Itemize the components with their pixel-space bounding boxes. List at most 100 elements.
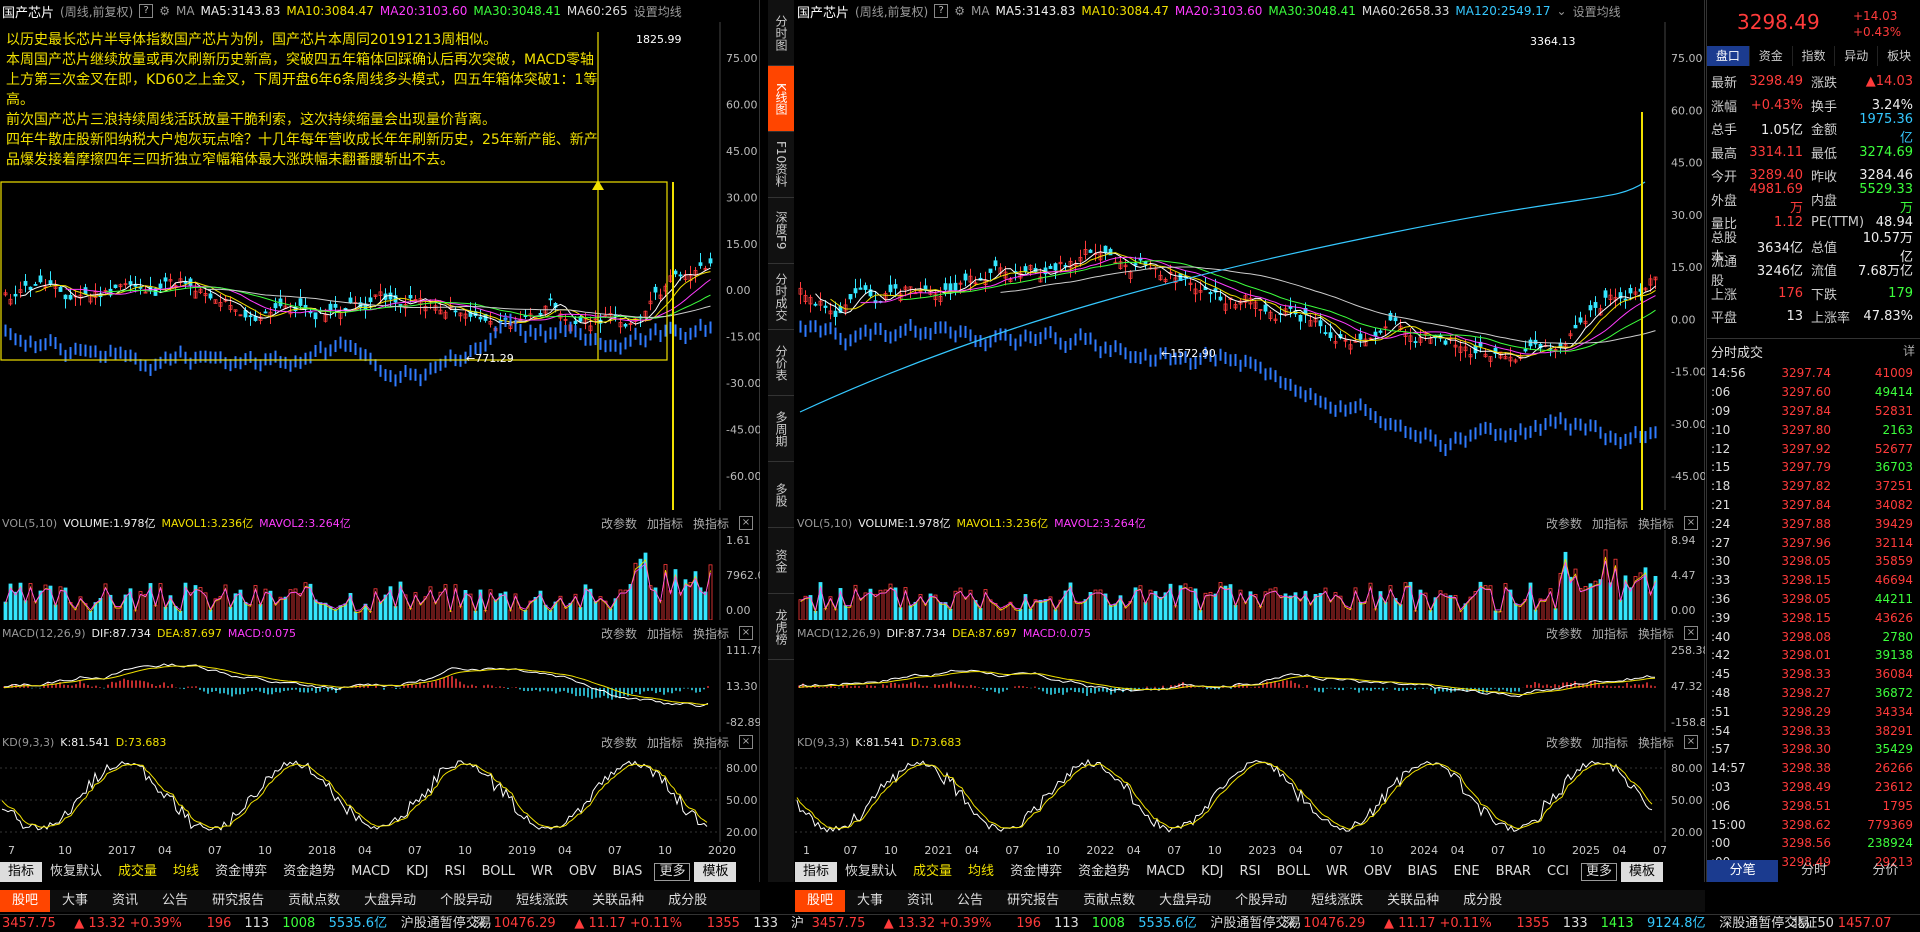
info-tab[interactable]: 大盘异动 [364, 893, 417, 908]
add-indicator-button[interactable]: 加指标 [646, 735, 683, 750]
info-tab[interactable]: 大盘异动 [1159, 893, 1212, 908]
edit-params-button[interactable]: 改参数 [1545, 735, 1582, 750]
detail-button[interactable]: 详 [1902, 344, 1915, 358]
indicator-button[interactable]: 成交量 [913, 864, 953, 879]
indicator-button[interactable]: KDJ [1201, 864, 1224, 879]
info-tab[interactable]: 成分股 [668, 893, 708, 908]
quote-tab[interactable]: 资金 [1750, 46, 1793, 66]
indicator-button[interactable]: 资金博弈 [215, 864, 268, 879]
trade-list[interactable]: 14:56 3297.74 41009:06 3297.60 49414:09 3297.… [1707, 364, 1920, 872]
info-tab[interactable]: 关联品种 [592, 893, 645, 908]
sidebar-item[interactable]: K线图 [768, 66, 794, 132]
swap-indicator-button[interactable]: 换指标 [1637, 735, 1674, 750]
indicator-button[interactable]: 成交量 [118, 864, 158, 879]
info-tab[interactable]: 短线涨跌 [1311, 893, 1364, 908]
indicator-button[interactable]: 模板 [694, 862, 737, 882]
info-tab[interactable]: 成分股 [1463, 893, 1503, 908]
sidebar-item[interactable]: 深度F9 [768, 198, 794, 264]
info-tab[interactable]: 大事 [62, 893, 89, 908]
info-tab[interactable]: 贡献点数 [1083, 893, 1136, 908]
info-tab[interactable]: 关联品种 [1387, 893, 1440, 908]
right-price-chart[interactable]: 75.00 60.00 45.00 30.00 15.00 0.00 -15.00 -30.0… [795, 22, 1705, 510]
indicator-button[interactable]: 资金趋势 [1078, 864, 1131, 879]
quote-bottom-tab[interactable]: 分笔 [1707, 860, 1779, 882]
info-tab[interactable]: 公告 [957, 893, 984, 908]
swap-indicator-button[interactable]: 换指标 [692, 516, 729, 531]
help-icon[interactable]: ? [139, 4, 154, 18]
indicator-button[interactable]: WR [530, 864, 553, 879]
indicator-button[interactable]: 指标 [0, 862, 43, 882]
edit-params-button[interactable]: 改参数 [1545, 626, 1582, 641]
left-kd-chart[interactable]: 80.00 50.00 20.00 [0, 750, 760, 842]
swap-indicator-button[interactable]: 换指标 [1637, 516, 1674, 531]
edit-params-button[interactable]: 改参数 [600, 735, 637, 750]
indicator-button[interactable]: KDJ [406, 864, 429, 879]
edit-params-button[interactable]: 改参数 [1545, 516, 1582, 531]
add-indicator-button[interactable]: 加指标 [1591, 626, 1628, 641]
info-tab[interactable]: 研究报告 [1007, 893, 1060, 908]
quote-tab[interactable]: 盘口 [1707, 46, 1750, 66]
indicator-button[interactable]: 均线 [968, 864, 995, 879]
info-tab[interactable]: 个股异动 [440, 893, 493, 908]
sidebar-item[interactable]: 多股 [768, 462, 794, 528]
indicator-button[interactable]: WR [1325, 864, 1348, 879]
indicator-button[interactable]: 更多 [654, 863, 691, 881]
swap-indicator-button[interactable]: 换指标 [692, 626, 729, 641]
indicator-button[interactable]: BOLL [1276, 864, 1310, 879]
indicator-button[interactable]: 资金博弈 [1010, 864, 1063, 879]
info-tab[interactable]: 研究报告 [212, 893, 265, 908]
chevron-down-icon[interactable]: ⌄ [1556, 4, 1567, 18]
left-price-chart[interactable]: 75.00 60.00 45.00 30.00 15.00 0.00 -15.00 -30.0… [0, 22, 760, 510]
indicator-button[interactable]: ENE [1453, 864, 1480, 879]
indicator-button[interactable]: OBV [568, 864, 597, 879]
add-indicator-button[interactable]: 加指标 [646, 626, 683, 641]
right-kd-chart[interactable]: 80.00 50.00 20.00 [795, 750, 1705, 842]
swap-indicator-button[interactable]: 换指标 [1637, 626, 1674, 641]
sidebar-item[interactable]: 分价表 [768, 330, 794, 396]
edit-params-button[interactable]: 改参数 [600, 626, 637, 641]
quote-bottom-tab[interactable]: 分价 [1872, 863, 1899, 878]
quote-tab[interactable]: 指数 [1793, 46, 1836, 66]
indicator-button[interactable]: 恢复默认 [50, 864, 103, 879]
indicator-button[interactable]: MACD [351, 864, 391, 879]
right-volume-chart[interactable]: 8.94 4.47 0.00 [795, 530, 1705, 620]
add-indicator-button[interactable]: 加指标 [1591, 735, 1628, 750]
sidebar-item[interactable]: 分时成交 [768, 264, 794, 330]
ma-settings-button[interactable]: 设置均线 [633, 4, 682, 19]
left-macd-chart[interactable]: 111.78 13.30 -82.89 [0, 640, 760, 732]
quote-tab[interactable]: 板块 [1878, 46, 1920, 66]
indicator-button[interactable]: 模板 [1620, 862, 1663, 882]
info-tab[interactable]: 股吧 [795, 890, 846, 912]
info-tab[interactable]: 贡献点数 [288, 893, 341, 908]
indicator-button[interactable]: 指标 [795, 862, 838, 882]
sidebar-item[interactable]: 资金 [768, 528, 794, 594]
close-icon[interactable]: × [1684, 626, 1698, 640]
close-icon[interactable]: × [1684, 735, 1698, 749]
sidebar-item[interactable]: 龙虎榜 [768, 594, 794, 660]
indicator-button[interactable]: RSI [1239, 864, 1261, 879]
quote-tab[interactable]: 异动 [1835, 46, 1879, 66]
info-tab[interactable]: 股吧 [0, 890, 51, 912]
indicator-button[interactable]: BIAS [1407, 864, 1438, 879]
indicator-button[interactable]: OBV [1363, 864, 1392, 879]
swap-indicator-button[interactable]: 换指标 [692, 735, 729, 750]
indicator-button[interactable]: 更多 [1580, 863, 1617, 881]
left-volume-chart[interactable]: 1.61 7962.00 0.00 [0, 530, 760, 620]
sidebar-item[interactable]: 分时图 [768, 0, 794, 66]
adjust-mode[interactable]: (周线,前复权) [855, 4, 929, 19]
gear-icon[interactable]: ⚙ [159, 4, 170, 18]
indicator-button[interactable]: CCI [1546, 864, 1569, 879]
info-tab[interactable]: 资讯 [112, 893, 139, 908]
help-icon[interactable]: ? [934, 4, 949, 18]
info-tab[interactable]: 资讯 [907, 893, 934, 908]
gear-icon[interactable]: ⚙ [954, 4, 965, 18]
indicator-button[interactable]: BOLL [481, 864, 515, 879]
adjust-mode[interactable]: (周线,前复权) [60, 4, 134, 19]
quote-bottom-tab[interactable]: 分时 [1800, 863, 1827, 878]
indicator-button[interactable]: 恢复默认 [845, 864, 898, 879]
ma-settings-button[interactable]: 设置均线 [1572, 4, 1621, 19]
indicator-button[interactable]: 资金趋势 [283, 864, 336, 879]
info-tab[interactable]: 个股异动 [1235, 893, 1288, 908]
indicator-button[interactable]: BIAS [612, 864, 643, 879]
indicator-button[interactable]: MACD [1146, 864, 1186, 879]
